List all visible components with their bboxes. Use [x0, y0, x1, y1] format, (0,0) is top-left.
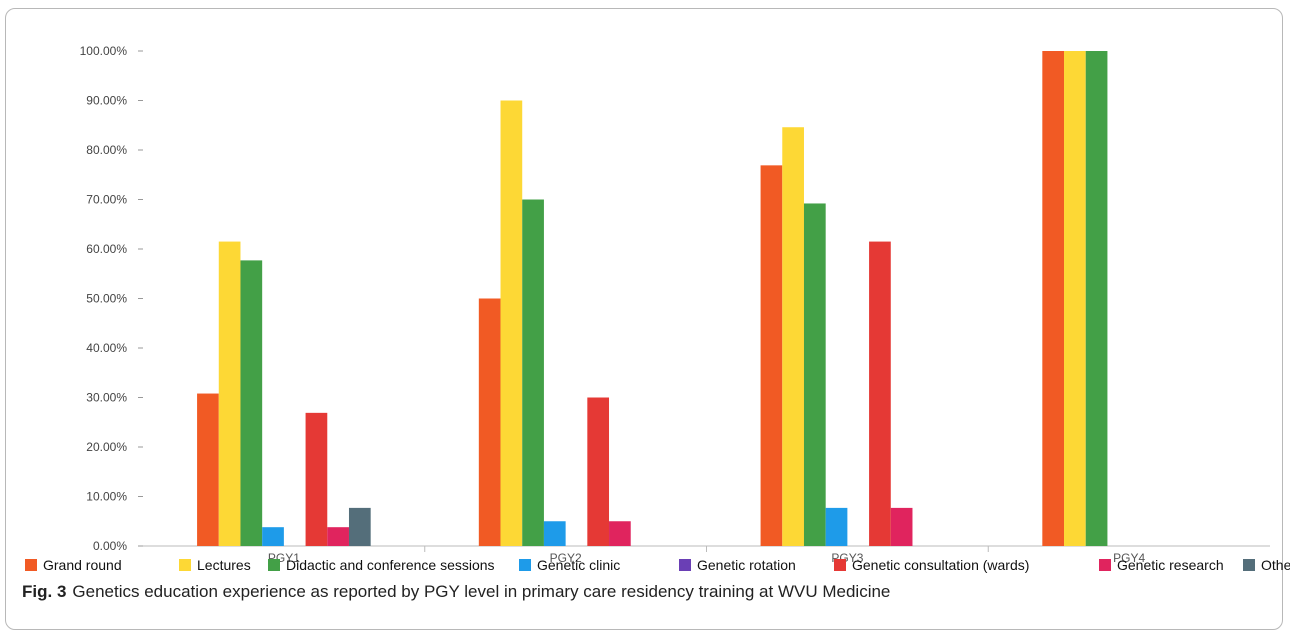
- y-tick-label: 60.00%: [86, 242, 127, 256]
- bar: [522, 199, 544, 546]
- legend-label: Genetic rotation: [697, 557, 796, 573]
- legend-swatch: [25, 559, 37, 571]
- legend-label: Genetic consultation (wards): [852, 557, 1029, 573]
- y-tick-label: 100.00%: [80, 44, 128, 58]
- bar: [803, 203, 826, 546]
- legend-label: Grand round: [43, 557, 122, 573]
- bar: [869, 241, 891, 546]
- y-tick-label: 70.00%: [86, 193, 127, 207]
- bar: [327, 527, 349, 546]
- bar-chart: 0.00% 10.00% 20.00% 30.00% 40.00% 50.00% 60.00…: [25, 44, 1290, 573]
- y-tick-label: 30.00%: [86, 391, 127, 405]
- legend-label: Genetic clinic: [537, 557, 620, 573]
- legend-label: Other: [1261, 557, 1290, 573]
- bar: [587, 397, 610, 546]
- legend-label: Didactic and conference sessions: [286, 557, 495, 573]
- bar: [1085, 51, 1108, 546]
- bar: [197, 393, 219, 546]
- bar: [609, 521, 631, 546]
- bar: [478, 298, 501, 546]
- bar: [1042, 51, 1065, 546]
- bar: [543, 521, 566, 546]
- bar: [890, 507, 913, 546]
- caption-text: Genetics education experience as reporte…: [72, 582, 891, 601]
- bar: [782, 127, 804, 546]
- legend-swatch: [268, 559, 280, 571]
- legend-swatch: [679, 559, 691, 571]
- y-tick-label: 50.00%: [86, 292, 127, 306]
- legend-swatch: [179, 559, 191, 571]
- figure-caption: Fig. 3 Genetics education experience as r…: [22, 582, 890, 602]
- bar: [240, 260, 263, 546]
- y-axis: 0.00% 10.00% 20.00% 30.00% 40.00% 50.00% 60.00…: [80, 44, 143, 553]
- bar: [305, 412, 328, 546]
- bar: [262, 527, 284, 546]
- bars: [197, 51, 1108, 546]
- y-tick-label: 20.00%: [86, 440, 127, 454]
- legend-swatch: [834, 559, 846, 571]
- y-tick-label: 80.00%: [86, 143, 127, 157]
- legend-swatch: [519, 559, 531, 571]
- y-tick-label: 0.00%: [93, 539, 127, 553]
- y-tick-label: 40.00%: [86, 341, 127, 355]
- bar: [1064, 51, 1086, 546]
- x-tick-label: PGY2: [550, 551, 582, 565]
- bar: [825, 507, 848, 546]
- bar: [218, 241, 241, 546]
- caption-label: Fig. 3: [22, 582, 67, 601]
- legend-label: Genetic research: [1117, 557, 1224, 573]
- bar: [760, 165, 783, 546]
- legend: Grand round Lectures Didactic and conferen…: [25, 557, 1290, 573]
- y-tick-label: 90.00%: [86, 94, 127, 108]
- legend-swatch: [1243, 559, 1255, 571]
- y-tick-label: 10.00%: [86, 490, 127, 504]
- legend-label: Lectures: [197, 557, 251, 573]
- x-tick-label: PGY4: [1113, 551, 1145, 565]
- legend-swatch: [1099, 559, 1111, 571]
- bar: [500, 100, 523, 546]
- bar: [348, 507, 371, 546]
